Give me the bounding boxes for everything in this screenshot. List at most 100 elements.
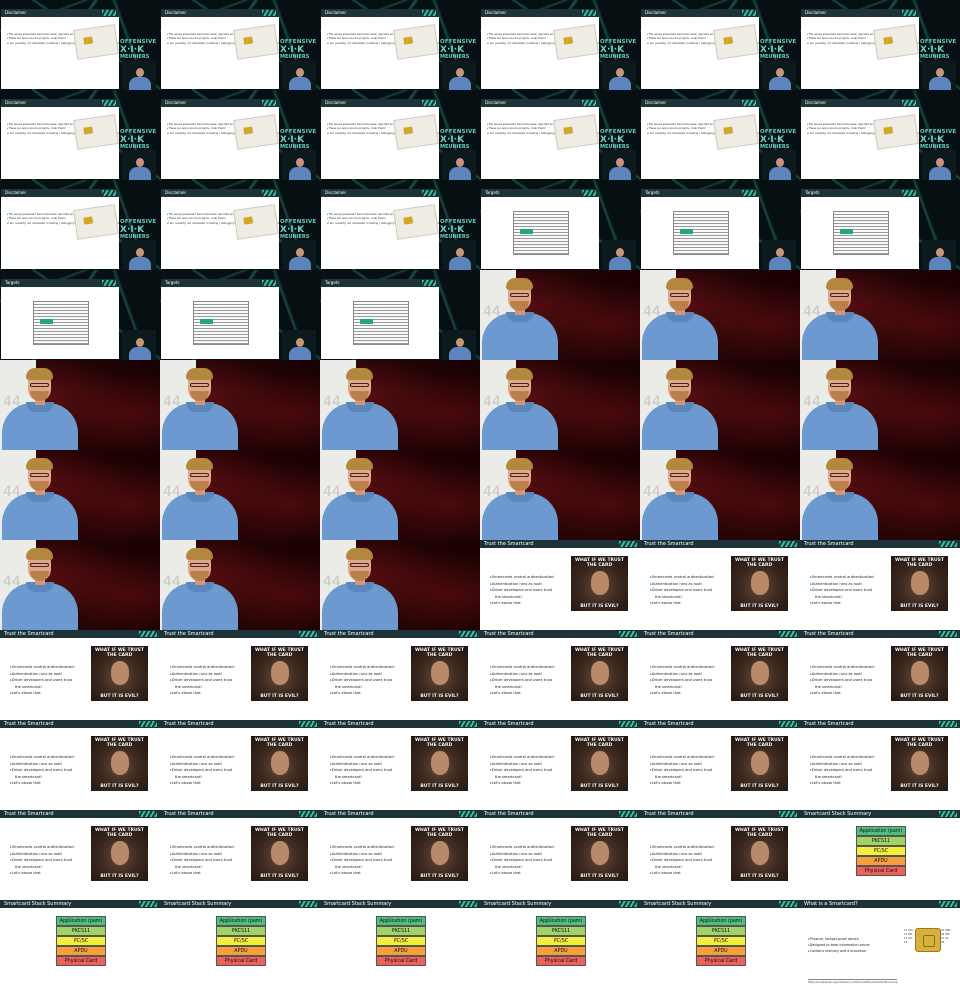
thumbnail-trust-smartcard[interactable]: Trust the Smartcard Smartcards control a… <box>0 720 160 810</box>
thumbnail-speaker[interactable]: 44 <box>0 450 160 540</box>
slide-title: Targets <box>641 189 759 197</box>
thumbnail-targets[interactable]: Targets <box>0 270 160 360</box>
slide-panel: Disclaimer The issues presented here hav… <box>161 9 279 89</box>
thumbnail-disclaimer[interactable]: Disclaimer The issues presented here hav… <box>320 180 480 270</box>
stripes-decoration <box>262 100 276 106</box>
bullet-list: The issues presented here have been repo… <box>7 123 119 136</box>
thumbnail-stack-summary[interactable]: Smartcard Stack Summary Application (pam… <box>160 900 320 990</box>
speaker-inset <box>922 150 956 180</box>
thumbnail-disclaimer[interactable]: Disclaimer The issues presented here hav… <box>0 90 160 180</box>
stack-layer: Physical Card <box>376 956 426 966</box>
thumbnail-disclaimer[interactable]: Disclaimer The issues presented here hav… <box>480 90 640 180</box>
thumbnail-trust-smartcard[interactable]: Trust the Smartcard Smartcards control a… <box>640 810 800 900</box>
thumbnail-trust-smartcard[interactable]: Trust the Smartcard Smartcards control a… <box>320 810 480 900</box>
stack-layer: APDU <box>216 946 266 956</box>
bullet-list: Smartcards control authentication! Authe… <box>330 754 395 787</box>
thumbnail-stack-summary[interactable]: Smartcard Stack Summary Application (pam… <box>640 900 800 990</box>
bullet-item: Authentication runs as root! <box>810 581 875 588</box>
thumbnail-disclaimer[interactable]: Disclaimer The issues presented here hav… <box>480 0 640 90</box>
speaker-inset <box>122 150 156 180</box>
thumbnail-trust-smartcard[interactable]: Trust the Smartcard Smartcards control a… <box>640 720 800 810</box>
thumbnail-stack-summary[interactable]: Smartcard Stack Summary Application (pam… <box>480 900 640 990</box>
thumbnail-trust-smartcard[interactable]: Trust the Smartcard Smartcards control a… <box>480 540 640 630</box>
thumbnail-trust-smartcard[interactable]: Trust the Smartcard Smartcards control a… <box>480 810 640 900</box>
thumbnail-disclaimer[interactable]: Disclaimer The issues presented here hav… <box>640 0 800 90</box>
thumbnail-disclaimer[interactable]: Disclaimer The issues presented here hav… <box>640 90 800 180</box>
bullet-item: Driver developers and users trust <box>10 767 75 774</box>
thumbnail-speaker[interactable]: 44 <box>160 540 320 630</box>
thumbnail-disclaimer[interactable]: Disclaimer The issues presented here hav… <box>0 180 160 270</box>
thumbnail-targets[interactable]: Targets <box>800 180 960 270</box>
thumbnail-speaker[interactable]: 44 <box>320 360 480 450</box>
thumbnail-stack-summary[interactable]: Smartcard Stack Summary Application (pam… <box>800 810 960 900</box>
thumbnail-speaker[interactable]: 44 <box>640 450 800 540</box>
thumbnail-stack-summary[interactable]: Smartcard Stack Summary Application (pam… <box>0 900 160 990</box>
thumbnail-what-is-smartcard[interactable]: What is a Smartcard? Physical, tamper-pr… <box>800 900 960 990</box>
smartcard-image <box>873 114 919 150</box>
thumbnail-trust-smartcard[interactable]: Trust the Smartcard Smartcards control a… <box>160 720 320 810</box>
meme-top-text: WHAT IF WE TRUST THE CARD <box>895 648 944 658</box>
thumbnail-speaker[interactable]: 44 <box>0 360 160 450</box>
bullet-list: Smartcards control authentication! Authe… <box>330 664 395 697</box>
thumbnail-targets[interactable]: Targets <box>480 180 640 270</box>
thumbnail-speaker[interactable]: 44 <box>800 450 960 540</box>
thumbnail-trust-smartcard[interactable]: Trust the Smartcard Smartcards control a… <box>800 540 960 630</box>
thumbnail-speaker[interactable]: 44 <box>160 450 320 540</box>
thumbnail-trust-smartcard[interactable]: Trust the Smartcard Smartcards control a… <box>160 810 320 900</box>
thumbnail-stack-summary[interactable]: Smartcard Stack Summary Application (pam… <box>320 900 480 990</box>
thumbnail-speaker[interactable]: 44 <box>480 270 640 360</box>
thumbnail-speaker[interactable]: 44 <box>800 360 960 450</box>
thumbnail-trust-smartcard[interactable]: Trust the Smartcard Smartcards control a… <box>640 630 800 720</box>
slide-panel: Trust the Smartcard Smartcards control a… <box>800 540 960 630</box>
slide-panel: Trust the Smartcard Smartcards control a… <box>480 810 640 900</box>
thumbnail-trust-smartcard[interactable]: Trust the Smartcard Smartcards control a… <box>320 720 480 810</box>
thumbnail-trust-smartcard[interactable]: Trust the Smartcard Smartcards control a… <box>480 720 640 810</box>
thumbnail-disclaimer[interactable]: Disclaimer The issues presented here hav… <box>160 0 320 90</box>
thumbnail-disclaimer[interactable]: Disclaimer The issues presented here hav… <box>160 90 320 180</box>
smartcard-image <box>233 24 279 60</box>
thumbnail-trust-smartcard[interactable]: Trust the Smartcard Smartcards control a… <box>480 630 640 720</box>
thumbnail-disclaimer[interactable]: Disclaimer The issues presented here hav… <box>800 0 960 90</box>
thumbnail-speaker[interactable]: 44 <box>480 360 640 450</box>
thumbnail-disclaimer[interactable]: Disclaimer The issues presented here hav… <box>320 0 480 90</box>
thumbnail-trust-smartcard[interactable]: Trust the Smartcard Smartcards control a… <box>0 630 160 720</box>
thumbnail-speaker[interactable]: 44 <box>640 360 800 450</box>
thumbnail-targets[interactable]: Targets <box>320 270 480 360</box>
thumbnail-speaker[interactable]: 44 <box>320 540 480 630</box>
bullet-item: Smartcards control authentication! <box>170 844 235 851</box>
thumbnail-speaker[interactable]: 44 <box>480 450 640 540</box>
thumbnail-trust-smartcard[interactable]: Trust the Smartcard Smartcards control a… <box>640 540 800 630</box>
bullet-item: Authentication runs as root! <box>10 761 75 768</box>
thumbnail-speaker[interactable]: 44 <box>320 450 480 540</box>
slide-title: Disclaimer <box>1 99 119 107</box>
stripes-decoration <box>102 10 116 16</box>
bullet-list: Smartcards control authentication! Authe… <box>810 574 875 607</box>
bullet-item: Driver developers and users trust <box>170 677 235 684</box>
thumbnail-trust-smartcard[interactable]: Trust the Smartcard Smartcards control a… <box>800 720 960 810</box>
slide-panel: Trust the Smartcard Smartcards control a… <box>0 720 160 810</box>
bullet-item: Let's abuse that <box>10 690 75 697</box>
thumbnail-trust-smartcard[interactable]: Trust the Smartcard Smartcards control a… <box>320 630 480 720</box>
smartcard-image <box>713 114 759 150</box>
thumbnail-speaker[interactable]: 44 <box>800 270 960 360</box>
thumbnail-disclaimer[interactable]: Disclaimer The issues presented here hav… <box>320 90 480 180</box>
thumbnail-disclaimer[interactable]: Disclaimer The issues presented here hav… <box>800 90 960 180</box>
bullet-item: These are open source projects - help th… <box>807 127 877 131</box>
bullet-item: I am (usually) not interested in testing… <box>7 42 119 46</box>
slide-title: Trust the Smartcard <box>0 810 160 818</box>
thumbnail-trust-smartcard[interactable]: Trust the Smartcard Smartcards control a… <box>160 630 320 720</box>
bullet-item: Authentication runs as root! <box>650 671 715 678</box>
thumbnail-trust-smartcard[interactable]: Trust the Smartcard Smartcards control a… <box>800 630 960 720</box>
thumbnail-trust-smartcard[interactable]: Trust the Smartcard Smartcards control a… <box>0 810 160 900</box>
thumbnail-speaker[interactable]: 44 <box>640 270 800 360</box>
thumbnail-targets[interactable]: Targets <box>640 180 800 270</box>
thumbnail-speaker[interactable]: 44 <box>0 540 160 630</box>
bullet-item: the smartcard! <box>655 774 682 779</box>
stack-layer: PKCS11 <box>536 926 586 936</box>
thumbnail-speaker[interactable]: 44 <box>160 360 320 450</box>
thumbnail-targets[interactable]: Targets <box>160 270 320 360</box>
thumbnail-disclaimer[interactable]: Disclaimer The issues presented here hav… <box>0 0 160 90</box>
thumbnail-disclaimer[interactable]: Disclaimer The issues presented here hav… <box>160 180 320 270</box>
smartcard-image <box>393 114 439 150</box>
bullet-item: I am (usually) not interested in testing… <box>327 222 439 226</box>
